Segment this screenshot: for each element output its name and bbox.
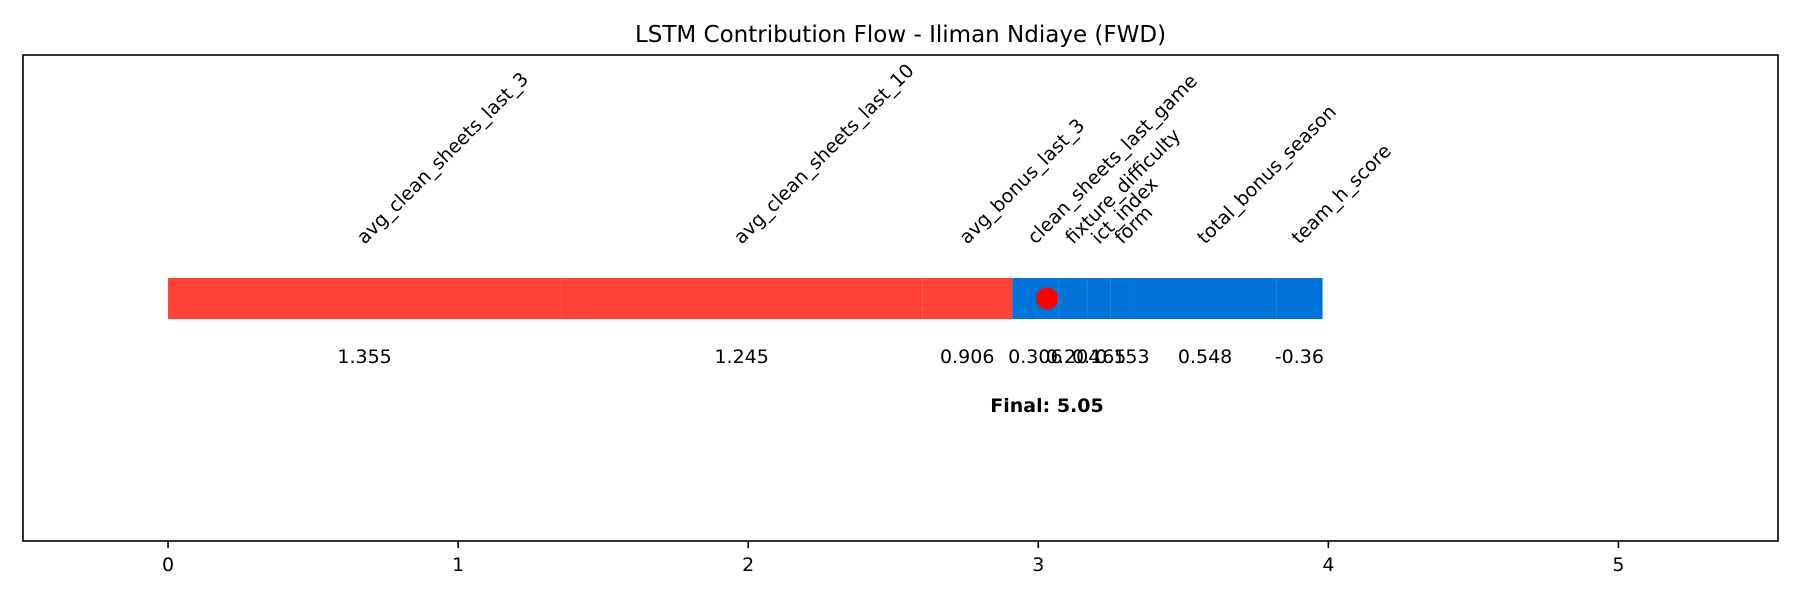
segment-bar-5: [1087, 278, 1111, 319]
final-value-marker: [1035, 287, 1058, 310]
chart-title: LSTM Contribution Flow - Iliman Ndiaye (…: [635, 22, 1166, 48]
segments-layer: [168, 278, 1323, 319]
plot-frame: [22, 54, 1779, 542]
feature-label-8: team_h_score: [1287, 140, 1395, 248]
feature-label-0: avg_clean_sheets_last_3: [353, 68, 533, 248]
x-tick-label-4: 4: [1322, 554, 1334, 576]
x-tick-label-5: 5: [1612, 554, 1624, 576]
segment-bar-6: [1110, 278, 1135, 319]
value-label-0: 1.355: [337, 346, 391, 368]
value-label-2: 0.906: [940, 346, 994, 368]
x-tick-label-0: 0: [162, 554, 174, 576]
segment-bar-1: [561, 278, 923, 319]
value-label-3: 0.306: [1008, 346, 1062, 368]
value-label-7: 0.548: [1178, 346, 1232, 368]
segment-bar-0: [168, 278, 562, 319]
x-tick-label-3: 3: [1032, 554, 1044, 576]
segment-bar-8: [1276, 278, 1323, 319]
feature-labels-layer: avg_clean_sheets_last_3 avg_clean_sheets_…: [353, 60, 1396, 249]
segment-bar-7: [1134, 278, 1277, 319]
value-label-8: -0.36: [1275, 346, 1324, 368]
x-tick-label-1: 1: [452, 554, 464, 576]
feature-label-1: avg_clean_sheets_last_10: [730, 60, 919, 249]
final-value-label: Final: 5.05: [990, 395, 1103, 417]
segment-bar-4: [1058, 278, 1088, 319]
value-label-6: 0.153: [1095, 346, 1149, 368]
x-tick-label-2: 2: [742, 554, 754, 576]
x-axis-ticks: 0 1 2 3 4 5: [162, 541, 1625, 576]
value-label-4: 0.204: [1046, 346, 1100, 368]
segment-bar-2: [922, 278, 1013, 319]
value-label-1: 1.245: [714, 346, 768, 368]
value-label-5: 0.165: [1072, 346, 1126, 368]
